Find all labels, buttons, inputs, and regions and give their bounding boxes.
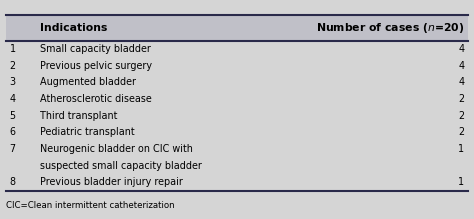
Bar <box>6 90 468 107</box>
Bar <box>6 41 468 57</box>
Text: 4: 4 <box>458 60 465 71</box>
Text: 2: 2 <box>458 127 465 137</box>
Bar <box>6 141 468 174</box>
Text: 4: 4 <box>9 94 16 104</box>
Bar <box>6 74 468 90</box>
Text: Previous bladder injury repair: Previous bladder injury repair <box>40 177 182 187</box>
Text: 8: 8 <box>9 177 16 187</box>
Text: 4: 4 <box>458 77 465 87</box>
Text: 2: 2 <box>458 94 465 104</box>
Text: suspected small capacity bladder: suspected small capacity bladder <box>40 161 202 171</box>
Text: 2: 2 <box>458 111 465 120</box>
Text: Neurogenic bladder on CIC with: Neurogenic bladder on CIC with <box>40 144 193 154</box>
Bar <box>6 107 468 124</box>
Text: 5: 5 <box>9 111 16 120</box>
Text: Indications: Indications <box>40 23 107 33</box>
Text: Third transplant: Third transplant <box>40 111 117 120</box>
Text: Small capacity bladder: Small capacity bladder <box>40 44 151 54</box>
Text: CIC=Clean intermittent catheterization: CIC=Clean intermittent catheterization <box>6 201 174 210</box>
Text: 6: 6 <box>9 127 16 137</box>
Text: 3: 3 <box>9 77 16 87</box>
Bar <box>6 124 468 141</box>
Text: Previous pelvic surgery: Previous pelvic surgery <box>40 60 152 71</box>
Text: Augmented bladder: Augmented bladder <box>40 77 136 87</box>
Text: Pediatric transplant: Pediatric transplant <box>40 127 135 137</box>
Text: 1: 1 <box>9 44 16 54</box>
Bar <box>6 57 468 74</box>
Text: 1: 1 <box>458 177 465 187</box>
Text: 7: 7 <box>9 144 16 154</box>
Text: 1: 1 <box>458 144 465 154</box>
Bar <box>6 174 468 191</box>
Text: Number of cases ($\mathit{n}$=20): Number of cases ($\mathit{n}$=20) <box>316 21 465 35</box>
Text: Atherosclerotic disease: Atherosclerotic disease <box>40 94 152 104</box>
Text: 4: 4 <box>458 44 465 54</box>
Text: 2: 2 <box>9 60 16 71</box>
Bar <box>6 15 468 41</box>
